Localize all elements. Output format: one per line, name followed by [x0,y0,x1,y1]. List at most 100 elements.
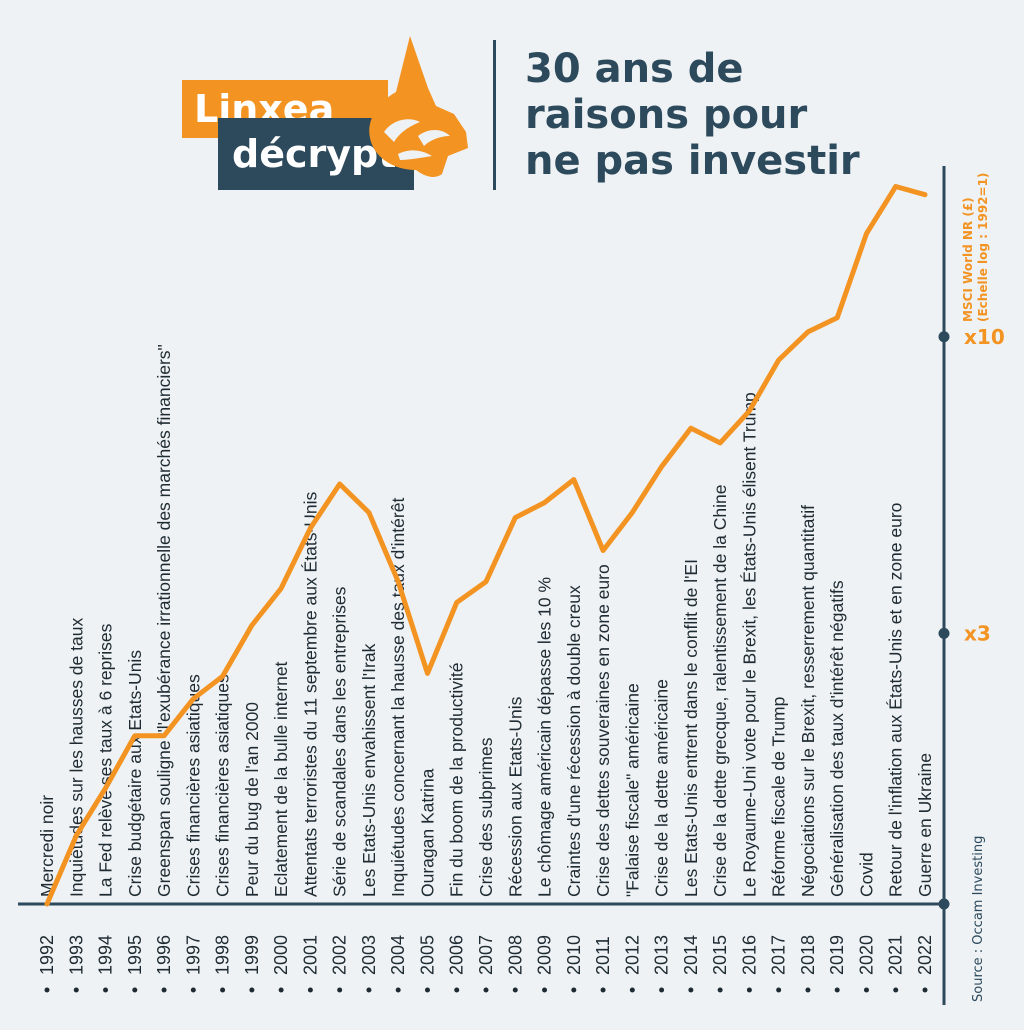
msci-world-line [44,184,928,907]
year-bullet [366,987,372,993]
year-label: 2016 [739,935,759,975]
event-label: Crise des subprimes [476,737,496,897]
year-label: 2000 [271,935,291,975]
event-label: Négociations sur le Brexit, resserrement… [798,505,818,897]
year-label: 2009 [535,935,555,975]
year-label: 2011 [593,936,613,975]
year-bullet [73,987,79,993]
event-label: La Fed relève ses taux à 6 reprises [96,623,116,897]
year-bullet [659,987,665,993]
year-bullet [395,987,401,993]
year-label: 2007 [476,935,496,975]
year-label: 2004 [388,935,408,975]
event-label: Crises financières asiatiques [213,674,233,897]
year-label: 1998 [213,935,233,975]
year-label: 2018 [798,935,818,975]
title-divider [493,40,496,190]
year-bullet [746,987,752,993]
year-label: 1999 [242,935,262,975]
event-label: Greenspan souligne "l'exubérance irratio… [154,344,174,897]
event-label: Récession aux Etats-Unis [505,696,525,897]
year-label: 2019 [827,935,847,975]
year-label: 1994 [96,935,116,975]
y-axis-label-line1: MSCI World NR (£) [961,197,975,322]
event-label: Généralisation des taux d'intérêt négati… [827,580,847,897]
year-label: 1996 [154,935,174,975]
event-label: Retour de l'inflation aux États-Unis et … [886,503,906,897]
year-bullet [132,987,138,993]
year-label: 1993 [66,935,86,975]
event-label: Guerre en Ukraine [915,753,935,897]
event-label: Inquiétudes concernant la hausse des tau… [388,498,408,897]
year-label: 2006 [447,935,467,975]
year-bullet [600,987,606,993]
year-label: 2014 [681,935,701,975]
year-label: 2017 [769,935,789,975]
year-label: 2010 [564,935,584,975]
year-bullet [717,987,723,993]
event-label: Série de scandales dans les entreprises [330,586,350,897]
event-label: Craintes d'une récession à double creux [564,585,584,897]
year-bullet [190,987,196,993]
year-label: 2015 [710,935,730,975]
year-label: 2002 [330,935,350,975]
year-label: 1995 [125,935,145,975]
year-label: 2021 [886,935,906,975]
year-label: 2005 [417,935,437,975]
year-label: 2008 [505,935,525,975]
year-bullet [483,987,489,993]
event-label: Covid [856,852,876,897]
year-bullet [249,987,255,993]
main-title: 30 ans de raisons pour ne pas investir [525,46,945,184]
year-bullet [834,987,840,993]
y-tick-label: x3 [964,621,991,645]
event-label: Les Etats-Unis entrent dans le conflit d… [681,559,701,897]
event-label: Crises financières asiatiques [183,674,203,897]
year-bullet [863,987,869,993]
year-bullet [776,987,782,993]
year-bullet [454,987,460,993]
year-bullet [424,987,430,993]
year-label: 2013 [652,935,672,975]
event-label: Crise de la dette américaine [652,679,672,897]
event-label: "Falaise fiscale" américaine [622,683,642,897]
event-label: Ouragan Katrina [417,768,437,897]
event-label: Fin du boom de la productivité [447,663,467,897]
year-bullet [629,987,635,993]
event-label: Crise de la dette grecque, ralentissemen… [710,485,730,897]
source-note: Source : Occam Investing [971,836,986,1002]
year-bullet [278,987,284,993]
year-label: 1997 [183,935,203,975]
event-label: Réforme fiscale de Trump [769,697,789,897]
event-label: Peur du bug de l'an 2000 [242,702,262,897]
event-label: Mercredi noir [37,795,57,897]
year-bullet [512,987,518,993]
event-label: Le chômage américain dépasse les 10 % [535,577,555,897]
year-bullet [307,987,313,993]
axis-origin-dot [938,898,950,910]
header: Linxea décrypte 30 ans de raisons pour n… [0,0,1024,200]
year-label: 2003 [359,935,379,975]
year-bullet [337,987,343,993]
year-bullet [44,987,50,993]
event-label: Le Royaume-Uni vote pour le Brexit, les … [739,392,759,897]
year-label: 2022 [915,935,935,975]
title-line: 30 ans de [525,46,744,92]
y-tick-label: x10 [964,325,1005,349]
y-tick-dot [938,331,950,343]
year-bullet [542,987,548,993]
year-bullet [893,987,899,993]
year-bullet [220,987,226,993]
year-bullet [103,987,109,993]
lynx-head-icon [369,36,468,177]
y-axis-label-line2: (Echelle log : 1992=1) [976,173,990,322]
event-label: Attentats terroristes du 11 septembre au… [300,491,320,897]
year-bullet [161,987,167,993]
year-bullet [805,987,811,993]
event-label: Les Etats-Unis envahissent l'Irak [359,643,379,897]
year-label: 1992 [37,935,57,975]
event-label: Crise des dettes souveraines en zone eur… [593,564,613,897]
y-tick-dot [938,627,950,639]
year-label: 2020 [856,935,876,975]
